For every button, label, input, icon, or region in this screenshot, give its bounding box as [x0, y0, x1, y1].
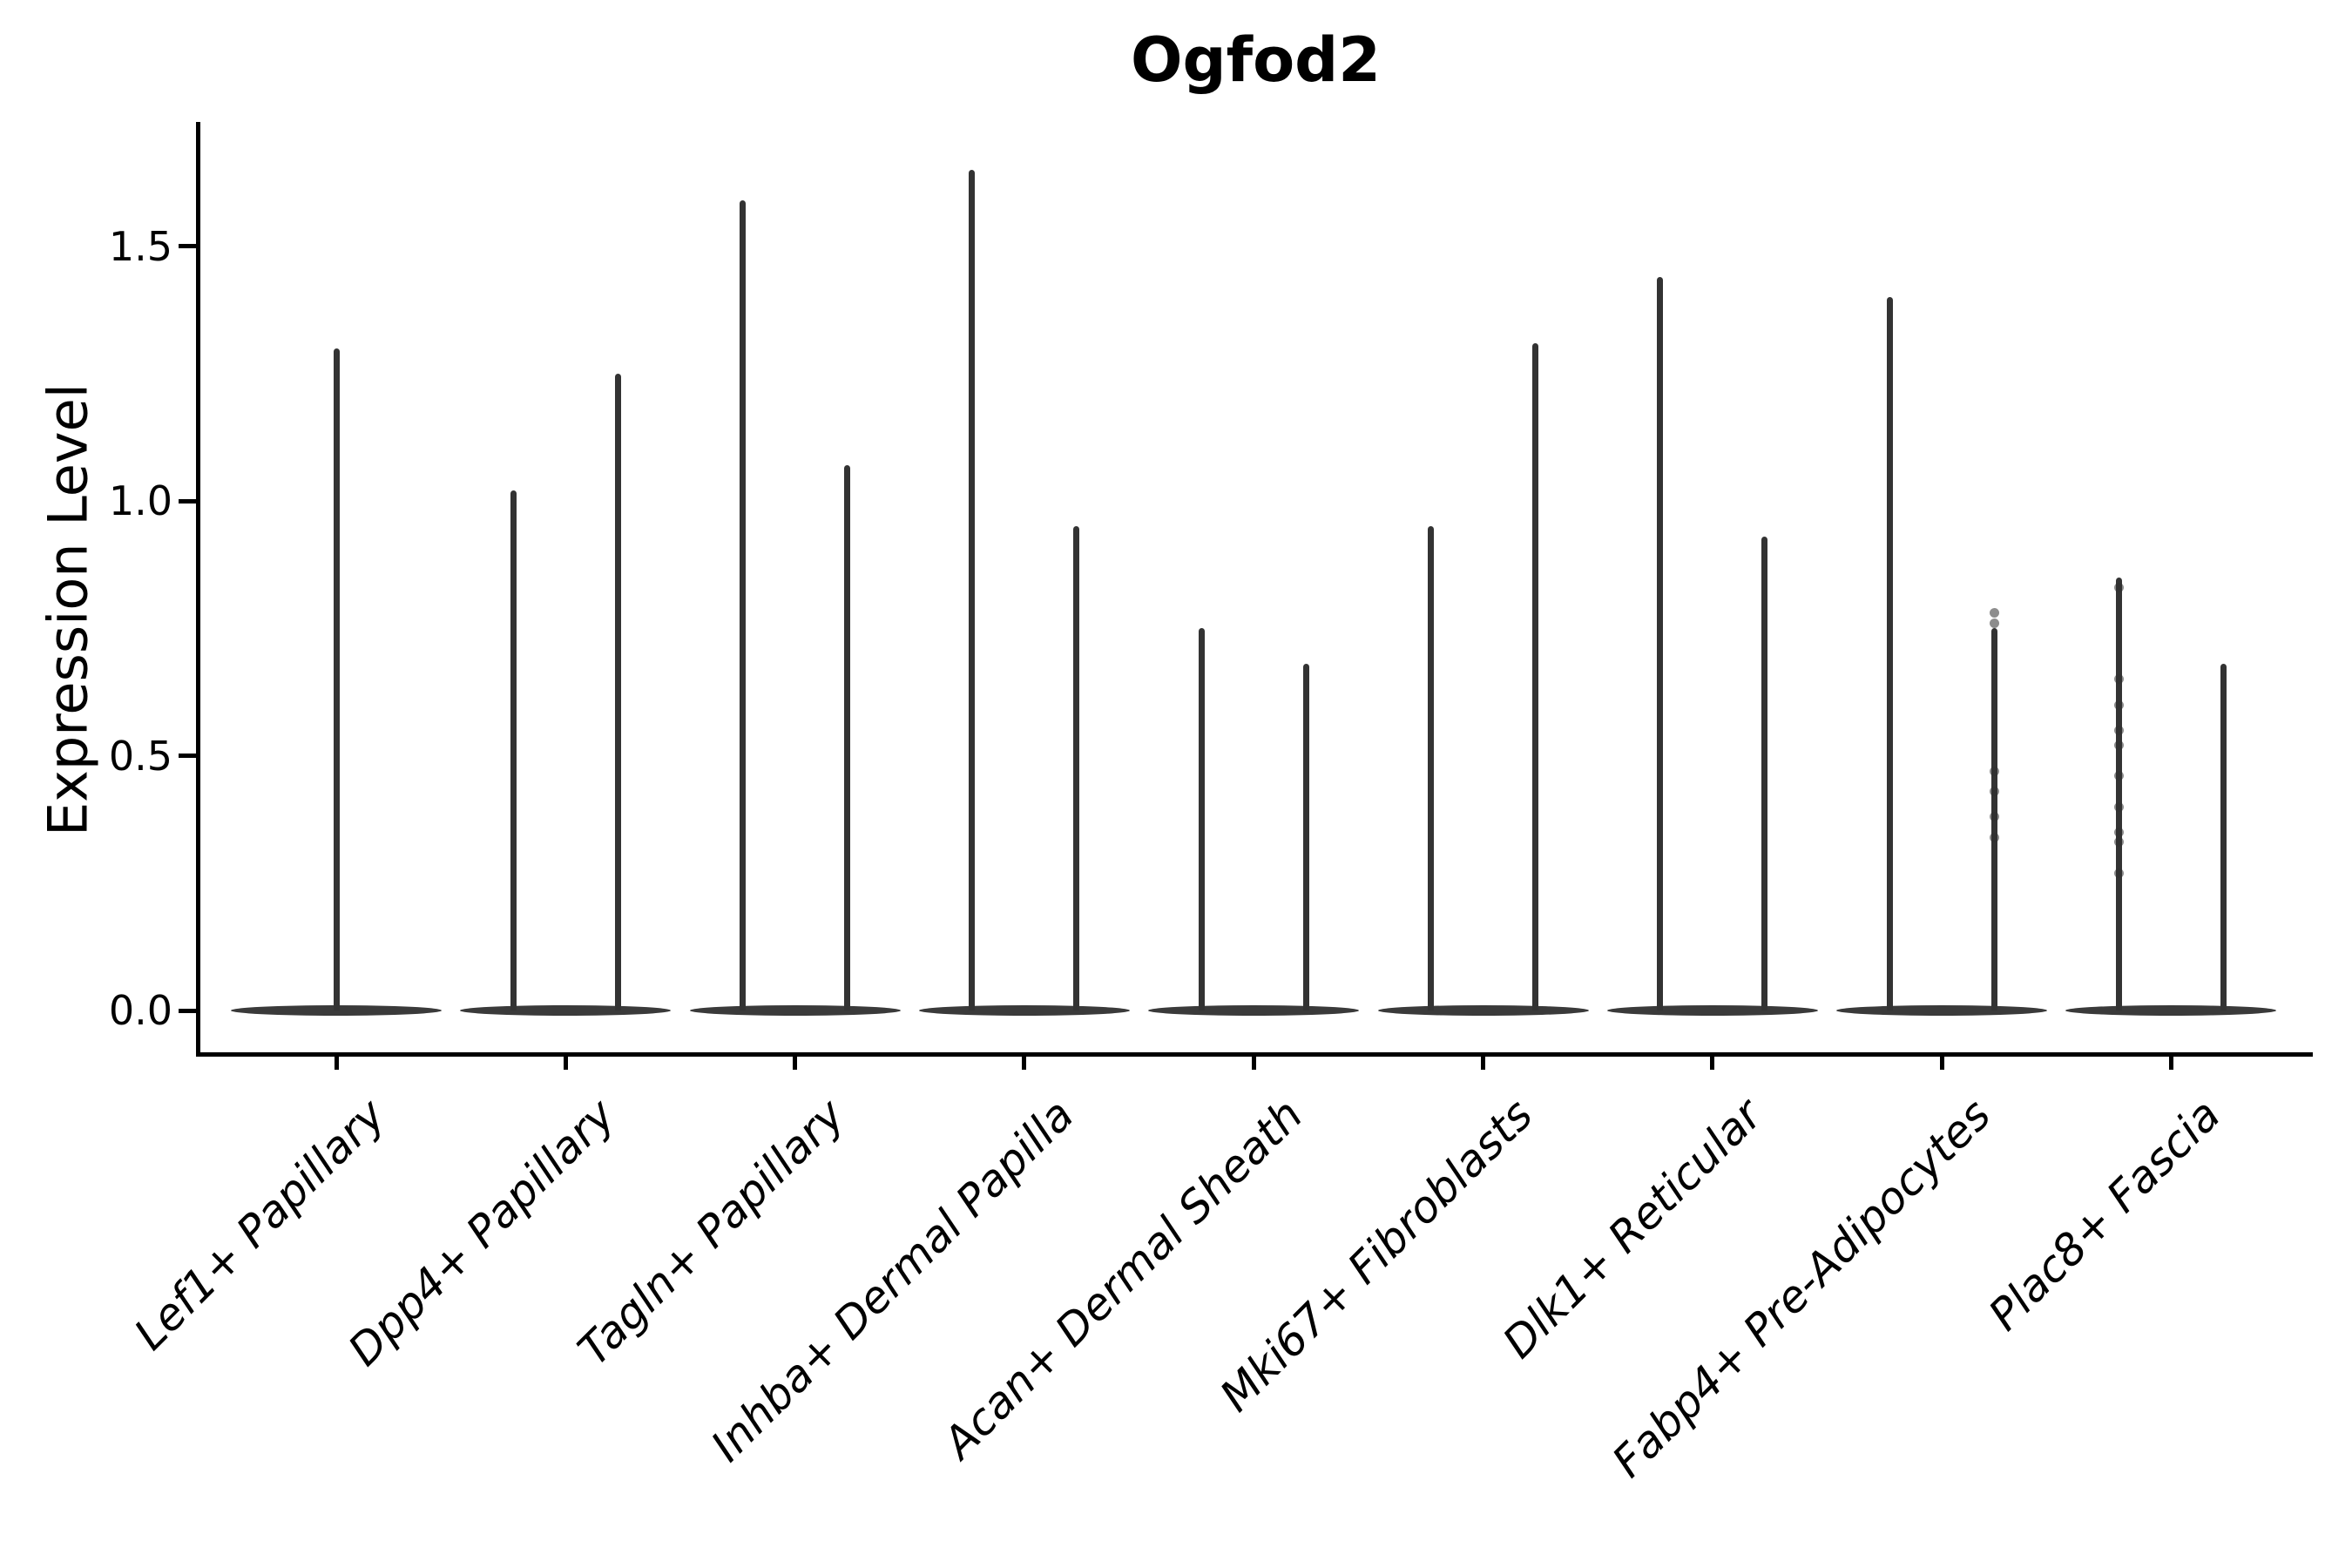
y-tick: [179, 498, 196, 504]
violin-spike: [2220, 664, 2227, 1010]
expression-dot: [2113, 868, 2124, 878]
y-tick-label: 0.0: [108, 987, 172, 1034]
violin-spike: [1532, 342, 1538, 1010]
expression-dot: [2113, 801, 2124, 812]
violin-spike: [1198, 628, 1205, 1010]
violin-spike: [614, 373, 621, 1010]
x-tick: [793, 1052, 798, 1070]
violin-spike: [1886, 297, 1893, 1010]
violin-body: [231, 1005, 442, 1016]
x-tick: [563, 1052, 568, 1070]
violin-body: [1377, 1005, 1589, 1016]
violin-body: [1836, 1005, 2048, 1016]
violin-spike: [844, 465, 851, 1010]
violin-body: [918, 1005, 1130, 1016]
x-tick: [1481, 1052, 1485, 1070]
x-tick: [1939, 1052, 1944, 1070]
violin-spike: [2115, 577, 2122, 1010]
violin-spike: [740, 199, 747, 1010]
y-tick: [179, 754, 196, 758]
violin-body: [1606, 1005, 1818, 1016]
expression-dot: [2113, 827, 2124, 837]
expression-dot: [2113, 837, 2124, 848]
violin-body: [2065, 1005, 2277, 1016]
expression-dot: [2113, 582, 2124, 592]
expression-dot: [1989, 812, 1999, 822]
expression-dot: [2113, 771, 2124, 781]
y-tick-label: 1.5: [108, 222, 172, 270]
y-tick-label: 0.5: [108, 732, 172, 780]
violin-spike: [1073, 526, 1080, 1010]
y-tick: [179, 244, 196, 248]
violin-spike: [510, 490, 517, 1010]
expression-dot: [1989, 608, 1999, 618]
x-tick-label: Plac8+ Fascia: [1979, 1089, 2231, 1341]
x-tick: [334, 1052, 339, 1070]
expression-dot: [1989, 786, 1999, 796]
violin-spike: [1657, 276, 1664, 1010]
y-tick-label: 1.0: [108, 477, 172, 524]
x-tick: [1710, 1052, 1715, 1070]
x-tick: [1251, 1052, 1256, 1070]
x-tick: [2168, 1052, 2173, 1070]
expression-dot: [2113, 725, 2124, 735]
x-tick: [1022, 1052, 1027, 1070]
y-axis-spine: [196, 122, 200, 1057]
violin-spike: [1761, 536, 1768, 1010]
y-tick: [179, 1008, 196, 1013]
expression-dot: [1989, 832, 1999, 842]
expression-dot: [2113, 674, 2124, 685]
violin-spike: [969, 169, 976, 1010]
x-tick-label: Lef1+ Papillary: [125, 1089, 395, 1360]
expression-dot: [2113, 700, 2124, 710]
expression-dot: [1989, 766, 1999, 776]
expression-dot: [2113, 740, 2124, 751]
chart-title: Ogfod2: [1131, 24, 1381, 96]
violin-body: [460, 1005, 672, 1016]
violin-spike: [1302, 664, 1309, 1010]
expression-dot: [1989, 618, 1999, 628]
violin-spike: [1428, 526, 1434, 1010]
violin-spike: [333, 348, 340, 1010]
violin-body: [1148, 1005, 1360, 1016]
violin-body: [689, 1005, 901, 1016]
x-tick-label: Fabp4+ Pre-Adipocytes: [1603, 1089, 2001, 1488]
